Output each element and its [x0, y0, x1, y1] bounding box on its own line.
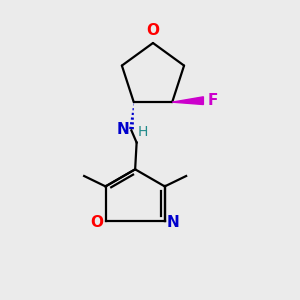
- Text: N: N: [167, 214, 179, 230]
- Text: O: O: [146, 23, 160, 38]
- Text: H: H: [138, 124, 148, 139]
- Polygon shape: [172, 97, 203, 104]
- Text: N: N: [116, 122, 129, 137]
- Text: O: O: [91, 214, 104, 230]
- Text: F: F: [208, 93, 218, 108]
